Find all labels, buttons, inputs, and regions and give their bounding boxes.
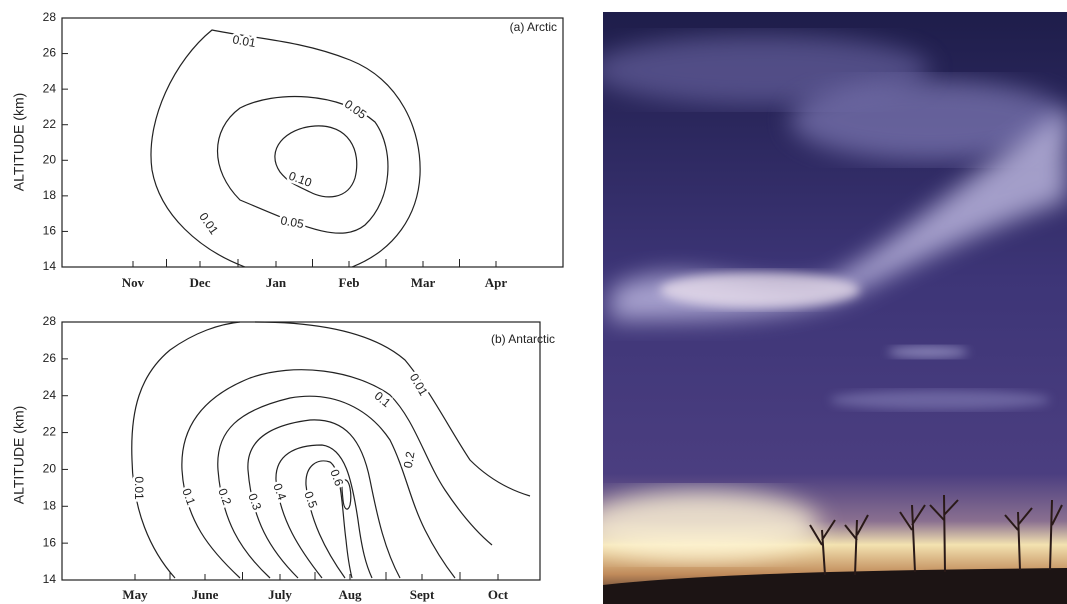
- antarctic-chart: (b) Antarctic ALTITUDE (km) 0.01 0.01 0.…: [11, 314, 555, 602]
- plot-frame: [61, 321, 541, 581]
- y-axis-title: ALTITUDE (km): [11, 406, 27, 505]
- y-tick-label: 22: [43, 117, 57, 131]
- contour-label: 0.2: [401, 450, 418, 469]
- contour-label: 0.10: [287, 169, 314, 190]
- contour-label: 0.01: [132, 476, 146, 500]
- contour-label: 0.5: [301, 489, 320, 510]
- y-tick-label: 22: [43, 425, 57, 439]
- y-tick-label: 28: [43, 10, 57, 24]
- contour-line: [131, 321, 531, 579]
- y-tick-label: 26: [43, 351, 57, 365]
- contour-label: 0.05: [279, 213, 305, 231]
- contour-label: 0.3: [245, 491, 264, 512]
- y-tick-label: 26: [43, 46, 57, 60]
- y-tick-label: 14: [43, 259, 57, 273]
- contour-label: 0.01: [407, 371, 431, 399]
- contour-label: 0.05: [342, 97, 369, 122]
- x-tick-label: Jan: [266, 275, 287, 290]
- x-tick-label: Apr: [485, 275, 508, 290]
- contour-line: [217, 395, 456, 579]
- x-tick-label: Nov: [122, 275, 145, 290]
- contour-line: [274, 125, 358, 198]
- y-tick-label: 20: [43, 152, 57, 166]
- contour-label: 0.6: [327, 467, 346, 488]
- x-tick-label: Oct: [488, 587, 509, 602]
- contour-label: 0.1: [179, 486, 198, 507]
- y-tick-label: 18: [43, 498, 57, 512]
- x-tick-label: Sept: [410, 587, 435, 602]
- x-tick-label: Dec: [190, 275, 211, 290]
- x-tick-label: May: [122, 587, 148, 602]
- x-tick-label: June: [192, 587, 219, 602]
- contour-line: [217, 95, 389, 234]
- panel-label: (a) Arctic: [510, 20, 557, 34]
- y-tick-label: 14: [43, 572, 57, 586]
- y-tick-label: 24: [43, 81, 57, 95]
- y-tick-label: 16: [43, 224, 57, 238]
- contour-label: 0.1: [372, 389, 394, 411]
- y-tick-label: 20: [43, 462, 57, 476]
- contour-line: [247, 419, 401, 579]
- contour-label: 0.4: [270, 481, 289, 502]
- panel-label: (b) Antarctic: [491, 332, 555, 346]
- contour-line: [150, 29, 421, 268]
- contour-line: [181, 369, 493, 579]
- contour-label: 0.2: [215, 486, 234, 507]
- contour-line: [305, 460, 353, 579]
- y-tick-label: 18: [43, 188, 57, 202]
- contour-line: [275, 444, 373, 579]
- x-tick-label: Feb: [339, 275, 360, 290]
- plot-frame: [61, 17, 564, 268]
- contour-line: [341, 479, 352, 510]
- y-tick-label: 16: [43, 535, 57, 549]
- y-tick-label: 28: [43, 314, 57, 328]
- y-axis-title: ALTITUDE (km): [11, 93, 27, 192]
- x-tick-label: Mar: [411, 275, 436, 290]
- contour-label: 0.01: [196, 210, 221, 237]
- photo: [603, 12, 1067, 604]
- y-tick-label: 24: [43, 388, 57, 402]
- x-tick-label: Aug: [338, 587, 362, 602]
- x-tick-label: July: [268, 587, 292, 602]
- contour-label: 0.01: [231, 32, 257, 50]
- arctic-chart: (a) Arctic ALTITUDE (km) 0.01 0.01 0.05 …: [11, 10, 564, 290]
